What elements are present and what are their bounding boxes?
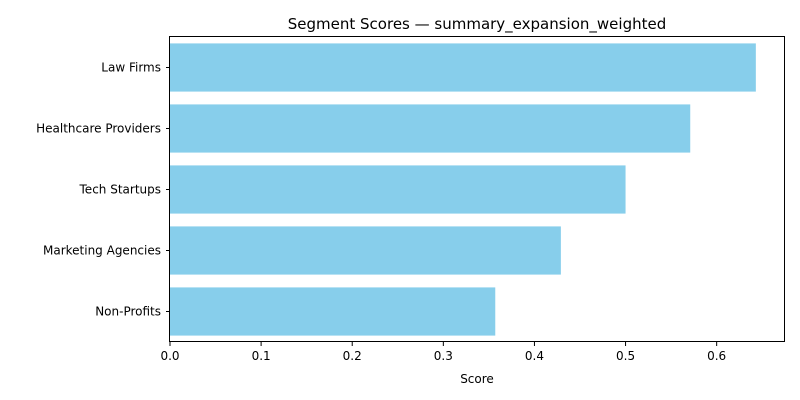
y-tick-label: Marketing Agencies <box>43 244 161 258</box>
y-tick-label: Healthcare Providers <box>36 122 161 136</box>
bars-group <box>170 43 756 336</box>
y-axis-ticks: Law Firms Healthcare Providers Tech Startu… <box>36 61 170 319</box>
bar-marketing-agencies <box>170 226 561 275</box>
x-tick-label: 0.4 <box>525 349 544 363</box>
bar-tech-startups <box>170 165 626 214</box>
x-axis-ticks: 0.0 0.1 0.2 0.3 0.4 0.5 0.6 <box>160 342 726 363</box>
y-tick-label: Tech Startups <box>79 183 161 197</box>
x-tick-label: 0.3 <box>434 349 453 363</box>
x-tick-label: 0.6 <box>707 349 726 363</box>
x-tick-label: 0.5 <box>616 349 635 363</box>
chart-title: Segment Scores — summary_expansion_weigh… <box>288 15 666 34</box>
y-tick-label: Non-Profits <box>95 305 161 319</box>
y-tick-label: Law Firms <box>101 61 161 75</box>
x-tick-label: 0.2 <box>343 349 362 363</box>
x-tick-label: 0.0 <box>160 349 179 363</box>
bar-healthcare-providers <box>170 104 691 153</box>
bar-non-profits <box>170 287 496 336</box>
x-tick-label: 0.1 <box>252 349 271 363</box>
plot-frame <box>169 36 785 342</box>
bar-law-firms <box>170 43 756 92</box>
x-axis-label: Score <box>460 372 494 386</box>
